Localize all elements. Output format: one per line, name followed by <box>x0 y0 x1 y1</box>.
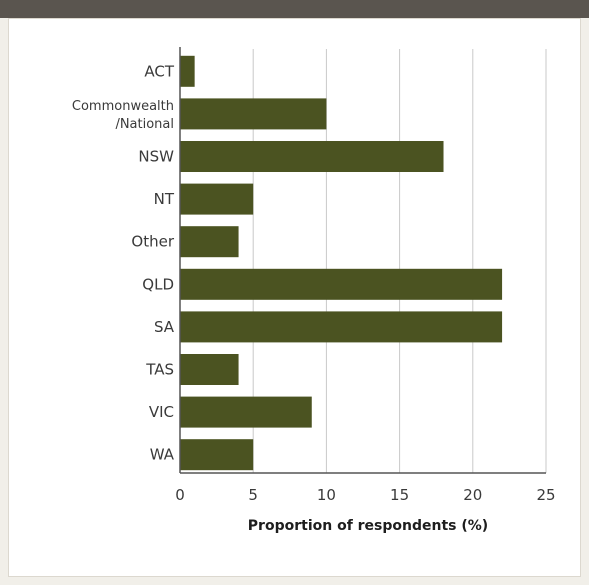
category-label-line: Commonwealth <box>72 99 174 114</box>
bar-qld <box>180 268 503 300</box>
bar-wa <box>180 439 254 471</box>
category-label-act: ACT <box>144 62 174 80</box>
category-label-line: /National <box>115 117 174 132</box>
x-tick-label-0: 0 <box>175 486 185 504</box>
category-label-vic: VIC <box>149 403 174 421</box>
bar-sa <box>180 311 503 343</box>
x-tick-labels: 0 5 10 15 20 25 <box>175 486 555 504</box>
category-label-nsw: NSW <box>138 148 174 166</box>
category-label-wa: WA <box>150 446 175 464</box>
bar-nt <box>180 183 254 215</box>
category-label-qld: QLD <box>142 275 174 293</box>
bar-tas <box>180 354 239 385</box>
category-label-tas: TAS <box>145 361 174 379</box>
category-label-sa: SA <box>154 318 175 336</box>
bar-chart: ACT Commonwealth/National NSW NT Other QLD SA T… <box>72 47 556 534</box>
x-tick-label-15: 15 <box>390 486 409 504</box>
bar-vic <box>180 396 312 428</box>
bar-commonwealth-national <box>180 98 327 130</box>
top-bar <box>0 0 589 18</box>
x-tick-label-5: 5 <box>248 486 258 504</box>
category-label-other: Other <box>131 233 174 251</box>
chart-panel: ACT Commonwealth/National NSW NT Other QLD SA T… <box>8 18 581 577</box>
x-tick-label-20: 20 <box>463 486 482 504</box>
bar-other <box>180 226 239 258</box>
bar-nsw <box>180 141 444 172</box>
x-tick-label-25: 25 <box>536 486 555 504</box>
axes <box>179 47 546 474</box>
category-label-nt: NT <box>154 190 175 208</box>
bars <box>180 55 503 471</box>
category-labels: ACT Commonwealth/National NSW NT Other QLD SA T… <box>72 62 175 463</box>
bar-act <box>180 55 195 87</box>
x-tick-label-10: 10 <box>317 486 336 504</box>
x-axis-title: Proportion of respondents (%) <box>248 518 488 534</box>
category-label-commonwealth-national: Commonwealth/National <box>72 99 174 132</box>
